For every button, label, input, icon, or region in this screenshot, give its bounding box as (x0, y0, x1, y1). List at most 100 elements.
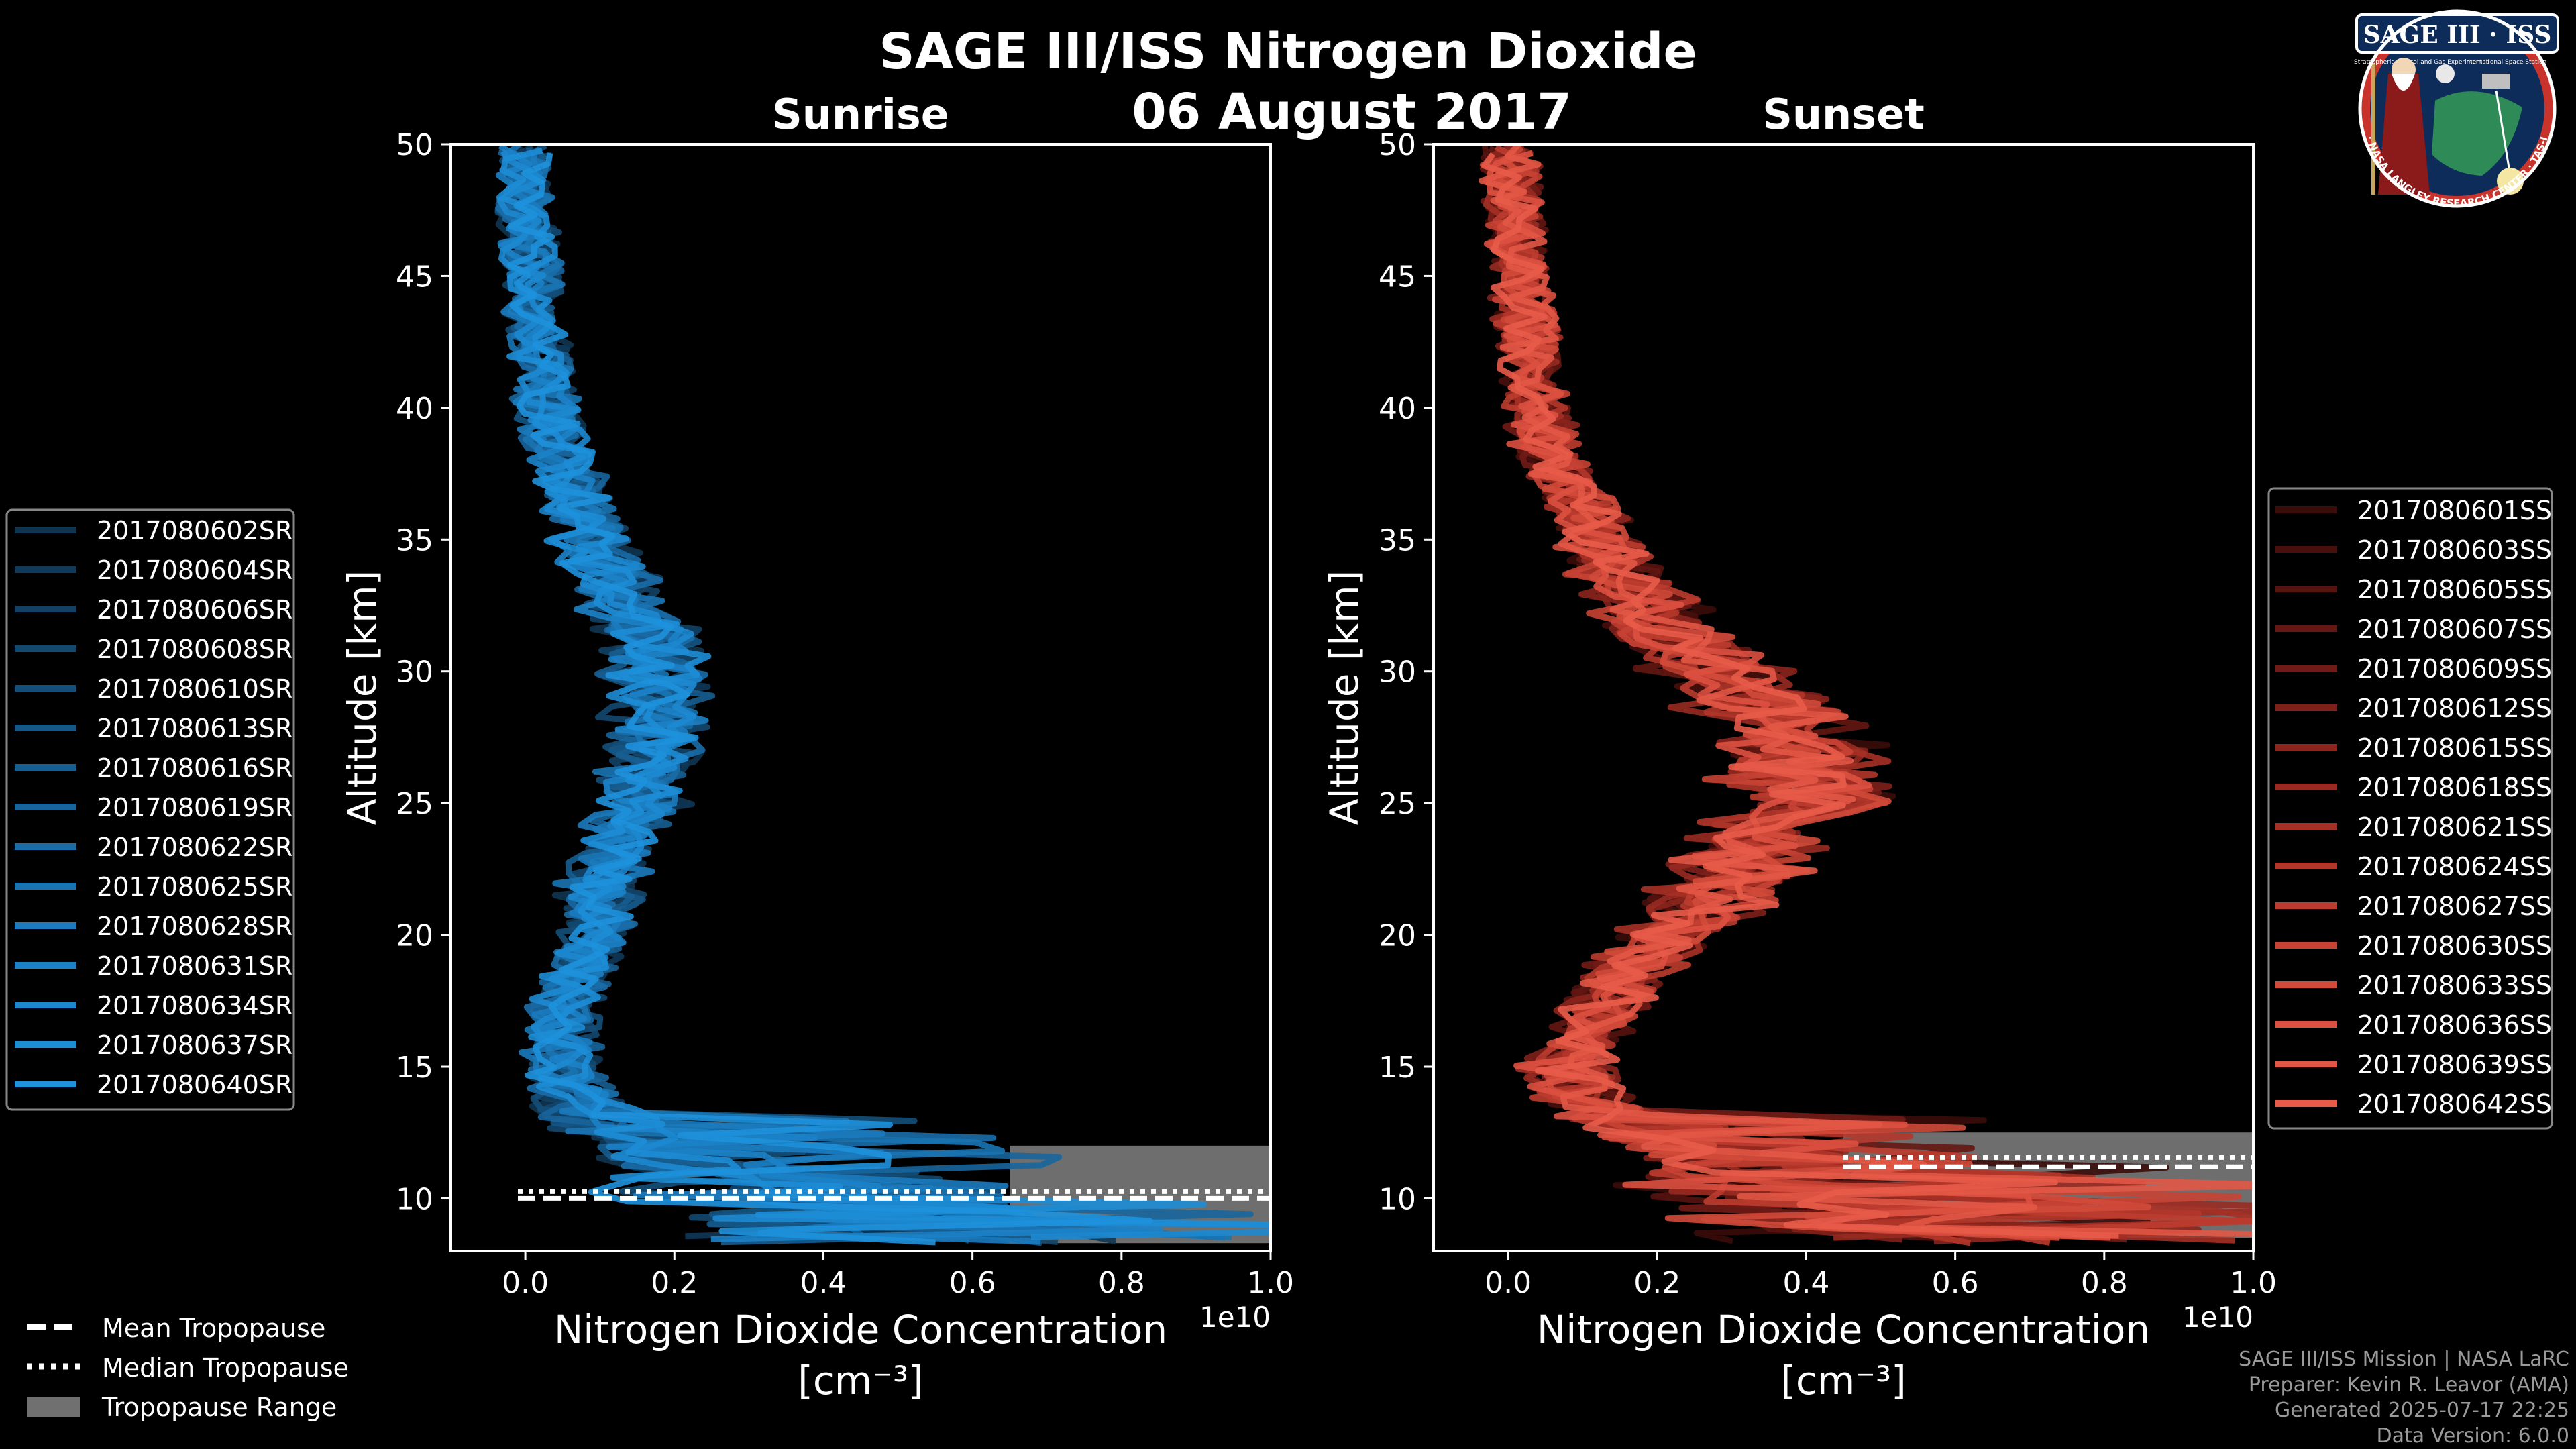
sunset-ytick-label: 10 (1379, 1182, 1416, 1216)
sunset-legend-label: 2017080615SS (2357, 733, 2552, 763)
sunset-legend-label: 2017080607SS (2357, 614, 2552, 644)
logo-station: International Space Station (2465, 59, 2547, 66)
sunrise-legend-label: 2017080625SR (97, 872, 292, 902)
sunrise-ytick-label: 45 (396, 260, 433, 294)
sunset-xtick-label: 1.0 (2230, 1266, 2277, 1300)
sunrise-ytick-label: 15 (396, 1051, 433, 1085)
sunset-legend-label: 2017080630SS (2357, 931, 2552, 961)
sunrise-legend-label: 2017080604SR (97, 555, 292, 585)
sunrise-profile-2017080637SR (496, 148, 1271, 1228)
sunset-legend-label: 2017080618SS (2357, 773, 2552, 802)
sunrise-profile-2017080634SR (496, 150, 1271, 1240)
sunset-plot: 0.0 0.2 0.4 0.6 0.8 1.0 10 15 20 25 30 35 40 45 50 Ni… (1322, 128, 2277, 1403)
sunrise-plot: 0.0 0.2 0.4 0.6 0.8 1.0 10 15 20 25 30 35 40 45 50 Ni… (339, 128, 1294, 1403)
figure-date: 06 August 2017 (1132, 83, 1572, 141)
sunrise-ytick-label: 30 (396, 655, 433, 690)
sunrise-axes-frame (449, 143, 1272, 1252)
sunset-legend-label: 2017080621SS (2357, 812, 2552, 842)
sunrise-ytick-label: 50 (396, 128, 433, 162)
sunset-legend-label: 2017080605SS (2357, 575, 2552, 604)
sunrise-ytick-label: 35 (396, 523, 433, 557)
sunrise-ytick-label: 10 (396, 1182, 433, 1216)
sunset-xtick-label: 0.6 (1932, 1266, 1979, 1300)
credit-preparer: Preparer: Kevin R. Leavor (AMA) (2249, 1373, 2569, 1397)
sunset-ytick-label: 45 (1379, 260, 1416, 294)
sunrise-legend: 2017080602SR 2017080604SR 2017080606SR 2017… (5, 508, 295, 1111)
sunset-legend-label: 2017080603SS (2357, 535, 2552, 565)
sunrise-x-axis-units: [cm⁻³] (798, 1358, 924, 1403)
sunrise-legend-label: 2017080619SR (97, 793, 292, 822)
tropopause-range-swatch (27, 1397, 80, 1417)
sunset-axes-frame (1432, 143, 2255, 1252)
sunset-legend-label: 2017080639SS (2357, 1050, 2552, 1079)
sunrise-x-offset-label: 1e10 (1199, 1301, 1271, 1334)
credit-generated: Generated 2025-07-17 22:25 (2275, 1399, 2569, 1422)
sunset-x-axis-label: Nitrogen Dioxide Concentration (1537, 1307, 2150, 1352)
sunset-legend-label: 2017080612SS (2357, 694, 2552, 723)
sunrise-ytick-label: 20 (396, 919, 433, 953)
sunrise-panel-title: Sunrise (772, 90, 949, 139)
sunrise-x-axis-label: Nitrogen Dioxide Concentration (554, 1307, 1167, 1352)
sunrise-legend-label: 2017080608SR (97, 635, 292, 664)
sunset-x-offset-label: 1e10 (2182, 1301, 2253, 1334)
sunrise-xtick-label: 0.0 (502, 1266, 549, 1300)
sunset-ytick-label: 40 (1379, 392, 1416, 426)
sunrise-legend-label: 2017080602SR (97, 516, 292, 545)
sunrise-xtick-label: 0.8 (1098, 1266, 1145, 1300)
logo-name: SAGE III · ISS (2363, 21, 2552, 49)
sunset-y-axis-label: Altitude [km] (1322, 570, 1367, 825)
sunrise-legend-label: 2017080606SR (97, 595, 292, 625)
sunrise-legend-label: 2017080631SR (97, 951, 292, 981)
sunrise-profile-2017080640SR (507, 152, 1153, 1246)
sunset-legend: 2017080601SS 2017080603SS 2017080605SS 2017… (2267, 487, 2553, 1130)
sunset-legend-label: 2017080642SS (2357, 1089, 2552, 1119)
credit-version: Data Version: 6.0.0 (2377, 1424, 2569, 1448)
credit-mission: SAGE III/ISS Mission | NASA LaRC (2239, 1348, 2569, 1371)
sunrise-legend-label: 2017080634SR (97, 991, 292, 1020)
sunset-legend-label: 2017080636SS (2357, 1010, 2552, 1040)
sunset-panel-title: Sunset (1762, 90, 1925, 139)
sunrise-legend-label: 2017080613SR (97, 714, 292, 743)
sunrise-y-axis-label: Altitude [km] (339, 570, 385, 825)
sunset-x-axis-units: [cm⁻³] (1780, 1358, 1907, 1403)
tropopause-range-label: Tropopause Range (101, 1393, 337, 1422)
sunrise-legend-label: 2017080622SR (97, 833, 292, 862)
sunset-xtick-label: 0.8 (2081, 1266, 2128, 1300)
mean-tropopause-label: Mean Tropopause (102, 1313, 325, 1343)
logo-subtitle: Stratospheric Aerosol and Gas Experiment… (2354, 59, 2489, 66)
sunset-legend-label: 2017080609SS (2357, 654, 2552, 684)
sunrise-xtick-label: 1.0 (1247, 1266, 1294, 1300)
sunset-ytick-label: 25 (1379, 787, 1416, 821)
sunrise-legend-label: 2017080616SR (97, 753, 292, 783)
sunrise-ytick-label: 25 (396, 787, 433, 821)
sunset-ytick-label: 35 (1379, 523, 1416, 557)
sunrise-xtick-label: 0.2 (651, 1266, 698, 1300)
sunset-xtick-label: 0.0 (1485, 1266, 1532, 1300)
sunset-ytick-label: 15 (1379, 1051, 1416, 1085)
sunset-legend-label: 2017080601SS (2357, 496, 2552, 525)
sunrise-legend-label: 2017080640SR (97, 1070, 292, 1099)
sunrise-legend-label: 2017080637SR (97, 1030, 292, 1060)
sunrise-ytick-label: 40 (396, 392, 433, 426)
sunrise-legend-label: 2017080628SR (97, 912, 292, 941)
sunset-xtick-label: 0.4 (1782, 1266, 1829, 1300)
sunset-xtick-label: 0.2 (1633, 1266, 1680, 1300)
sunrise-legend-box (5, 508, 295, 1111)
sunset-profile-2017080618SS (1483, 148, 2253, 1241)
sunset-legend-label: 2017080624SS (2357, 852, 2552, 881)
median-tropopause-label: Median Tropopause (102, 1353, 349, 1383)
credits: SAGE III/ISS Mission | NASA LaRC Prepare… (2239, 1348, 2569, 1448)
sunset-legend-label: 2017080627SS (2357, 892, 2552, 921)
figure-title: SAGE III/ISS Nitrogen Dioxide (879, 23, 1697, 80)
sunset-ytick-label: 50 (1379, 128, 1416, 162)
sunset-ytick-label: 30 (1379, 655, 1416, 690)
sunset-ytick-label: 20 (1379, 919, 1416, 953)
sunset-profile-2017080642SS (1481, 152, 2119, 1239)
sunrise-xtick-label: 0.4 (800, 1266, 847, 1300)
sunrise-legend-label: 2017080610SR (97, 674, 292, 704)
tropopause-legend: Mean Tropopause Median Tropopause Tropop… (27, 1313, 349, 1422)
sunrise-xtick-label: 0.6 (949, 1266, 996, 1300)
sunset-legend-box (2267, 487, 2553, 1130)
sunset-legend-label: 2017080633SS (2357, 971, 2552, 1000)
